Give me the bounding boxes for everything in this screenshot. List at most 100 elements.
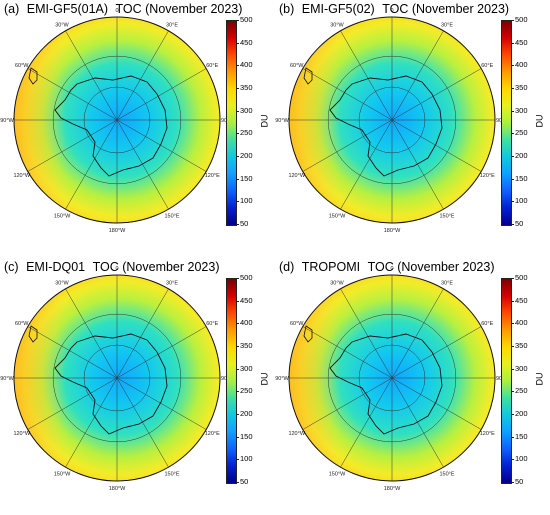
colorbar-unit-label: DU xyxy=(534,372,545,386)
meridian xyxy=(391,288,444,379)
antarctica-coastline xyxy=(54,333,168,435)
map-border xyxy=(13,274,221,482)
colorbar-tick-label: 400 xyxy=(515,318,528,328)
colorbar-tick-mark xyxy=(511,436,514,438)
meridian xyxy=(116,326,207,379)
colorbar-tick-mark xyxy=(236,42,239,44)
panel-letter: (b) xyxy=(279,2,295,16)
longitude-label: 180°W xyxy=(384,486,401,492)
longitude-label: 120°W xyxy=(13,173,30,179)
longitude-label: 90°W xyxy=(0,376,14,382)
longitude-label: 90°W xyxy=(0,118,14,124)
panel-b: (b) EMI-GF5(02) TOC (November 2023) 0 30°… xyxy=(275,0,550,257)
colorbar-tick-label: 100 xyxy=(240,454,253,464)
colorbar-tick-mark xyxy=(511,346,514,347)
colorbar-tick-label: 200 xyxy=(240,409,253,418)
meridian xyxy=(302,326,393,379)
longitude-label: 120°E xyxy=(205,431,220,437)
longitude-label: 120°E xyxy=(480,173,495,179)
colorbar-tick-label: 500 xyxy=(240,273,253,282)
meridian xyxy=(340,119,393,210)
colorbar-tick-mark xyxy=(236,482,239,483)
longitude-label: 0 xyxy=(115,8,118,14)
colorbar-tick-mark xyxy=(236,224,239,225)
colorbar-tick-label: 250 xyxy=(240,386,253,396)
colorbar-tick-label: 100 xyxy=(515,454,528,464)
meridian xyxy=(391,119,482,172)
longitude-label: 60°W xyxy=(15,321,29,327)
colorbar-tick-mark xyxy=(236,178,239,180)
colorbar-tick-label: 250 xyxy=(515,128,528,138)
panel-title-suffix: TOC (November 2023) xyxy=(382,2,510,16)
map-border xyxy=(288,274,496,482)
panel-title: (c) EMI-DQ01 TOC (November 2023) xyxy=(4,260,220,274)
longitude-label: 150°E xyxy=(164,471,179,477)
colorbar-tick-mark xyxy=(511,323,514,325)
panel-c: (c) EMI-DQ01 TOC (November 2023) 0 30°E 60… xyxy=(0,258,275,515)
meridian xyxy=(116,30,169,121)
longitude-label: 120°W xyxy=(288,173,305,179)
map-border xyxy=(288,16,496,224)
colorbar-tick-label: 500 xyxy=(515,273,528,282)
meridian xyxy=(27,377,118,430)
polar-map: 030°E60°E90°E120°E150°E180°W150°W120°W90… xyxy=(275,8,508,234)
antarctica-coastline xyxy=(329,333,443,435)
longitude-label: 120°E xyxy=(480,431,495,437)
longitude-label: 30°E xyxy=(166,281,178,287)
colorbar-tick-mark xyxy=(236,65,239,67)
panel-letter: (c) xyxy=(4,260,19,274)
meridian xyxy=(391,326,482,379)
south-america-tip xyxy=(303,67,313,85)
colorbar-tick-mark xyxy=(511,482,514,483)
meridian xyxy=(65,119,118,210)
meridian xyxy=(391,377,482,430)
meridian xyxy=(391,377,444,468)
south-america-tip xyxy=(28,67,38,85)
map-border xyxy=(13,16,221,224)
longitude-label: 30°W xyxy=(330,23,344,29)
polar-map: 030°E60°E90°E120°E150°E180°W150°W120°W90… xyxy=(0,8,233,234)
colorbar-tick-label: 300 xyxy=(515,363,528,373)
colorbar-tick-mark xyxy=(511,300,514,302)
meridian xyxy=(391,119,444,210)
colorbar-tick-label: 250 xyxy=(515,386,528,396)
colorbar-tick-mark xyxy=(236,323,239,325)
meridian xyxy=(391,68,482,121)
colorbar-tick-label: 350 xyxy=(240,341,253,350)
longitude-label: 30°W xyxy=(55,23,69,29)
antarctica-coastline xyxy=(54,75,168,177)
colorbar-tick-mark xyxy=(511,156,514,157)
longitude-label: 30°E xyxy=(166,23,178,29)
colorbar-tick-label: 150 xyxy=(240,173,253,183)
panel-a: (a) EMI-GF5(01A) TOC (November 2023) 0 30… xyxy=(0,0,275,257)
longitude-label: 90°W xyxy=(275,118,289,124)
colorbar-tick-label: 450 xyxy=(515,37,528,47)
longitude-label: 150°W xyxy=(54,471,71,477)
longitude-label: 150°E xyxy=(164,213,179,219)
colorbar-tick-label: 400 xyxy=(240,60,253,70)
colorbar-tick-label: 450 xyxy=(240,295,253,305)
panel-title-suffix: TOC (November 2023) xyxy=(367,260,495,274)
colorbar-unit-label: DU xyxy=(259,114,270,128)
meridian xyxy=(302,377,393,430)
panel-title-suffix: TOC (November 2023) xyxy=(92,260,220,274)
colorbar-tick-mark xyxy=(511,368,514,370)
longitude-label: 150°E xyxy=(439,213,454,219)
longitude-label: 180°W xyxy=(109,228,126,234)
meridian xyxy=(340,288,393,379)
longitude-label: 120°W xyxy=(288,431,305,437)
colorbar-tick-label: 50 xyxy=(240,219,249,228)
colorbar-tick-mark xyxy=(511,414,514,415)
colorbar-tick-mark xyxy=(236,300,239,302)
meridian xyxy=(340,30,393,121)
panel-title: (a) EMI-GF5(01A) TOC (November 2023) xyxy=(4,2,242,16)
colorbar-tick-label: 300 xyxy=(240,363,253,373)
south-america-tip xyxy=(28,325,38,343)
meridian xyxy=(65,288,118,379)
colorbar-tick-mark xyxy=(236,133,239,135)
colorbar-tick-label: 250 xyxy=(240,128,253,138)
colorbar-gradient xyxy=(226,278,237,484)
colorbar-tick-label: 150 xyxy=(515,431,528,441)
meridian xyxy=(27,326,118,379)
longitude-label: 30°W xyxy=(330,281,344,287)
